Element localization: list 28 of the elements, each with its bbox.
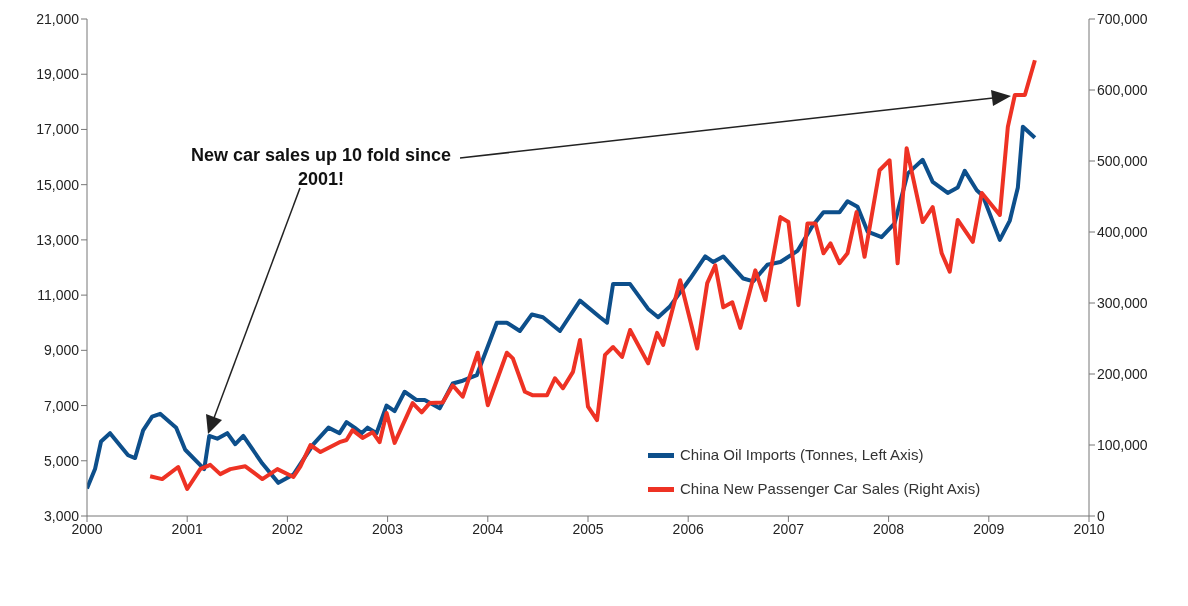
x-tick-label: 2009 <box>973 520 1005 537</box>
y-tick-label: 5,000 <box>43 452 80 469</box>
legend-label: China New Passenger Car Sales (Right Axis) <box>680 479 981 499</box>
y-tick-label: 11,000 <box>37 287 80 304</box>
x-tick-label: 2006 <box>672 520 704 537</box>
y2-tick-label: 700,000 <box>1097 10 1148 27</box>
x-tick-label: 2007 <box>772 520 805 537</box>
y-tick-label: 19,000 <box>36 66 80 83</box>
y-tick-label: 9,000 <box>43 342 80 359</box>
x-tick-label: 2001 <box>171 520 203 537</box>
annotation: New car sales up 10 fold since 2001! <box>189 144 453 191</box>
legend-label: China Oil Imports (Tonnes, Left Axis) <box>680 445 924 465</box>
y-tick-label: 15,000 <box>36 176 80 193</box>
y2-tick-label: 500,000 <box>1097 152 1148 169</box>
y-tick-label: 13,000 <box>36 231 80 248</box>
y-tick-label: 7,000 <box>43 397 80 414</box>
y-tick-label: 17,000 <box>36 121 80 138</box>
x-tick-label: 2003 <box>372 520 404 537</box>
x-tick-label: 2002 <box>271 520 304 537</box>
y-tick-label: 21,000 <box>36 10 80 27</box>
x-tick-label: 2008 <box>873 520 905 537</box>
y2-tick-label: 200,000 <box>1097 365 1148 382</box>
y2-tick-label: 400,000 <box>1097 223 1148 240</box>
y2-tick-label: 300,000 <box>1097 294 1148 311</box>
x-tick-label: 2004 <box>472 520 504 537</box>
y2-tick-label: 600,000 <box>1097 81 1148 98</box>
y2-tick-label: 100,000 <box>1097 436 1148 453</box>
x-tick-label: 2005 <box>572 520 604 537</box>
